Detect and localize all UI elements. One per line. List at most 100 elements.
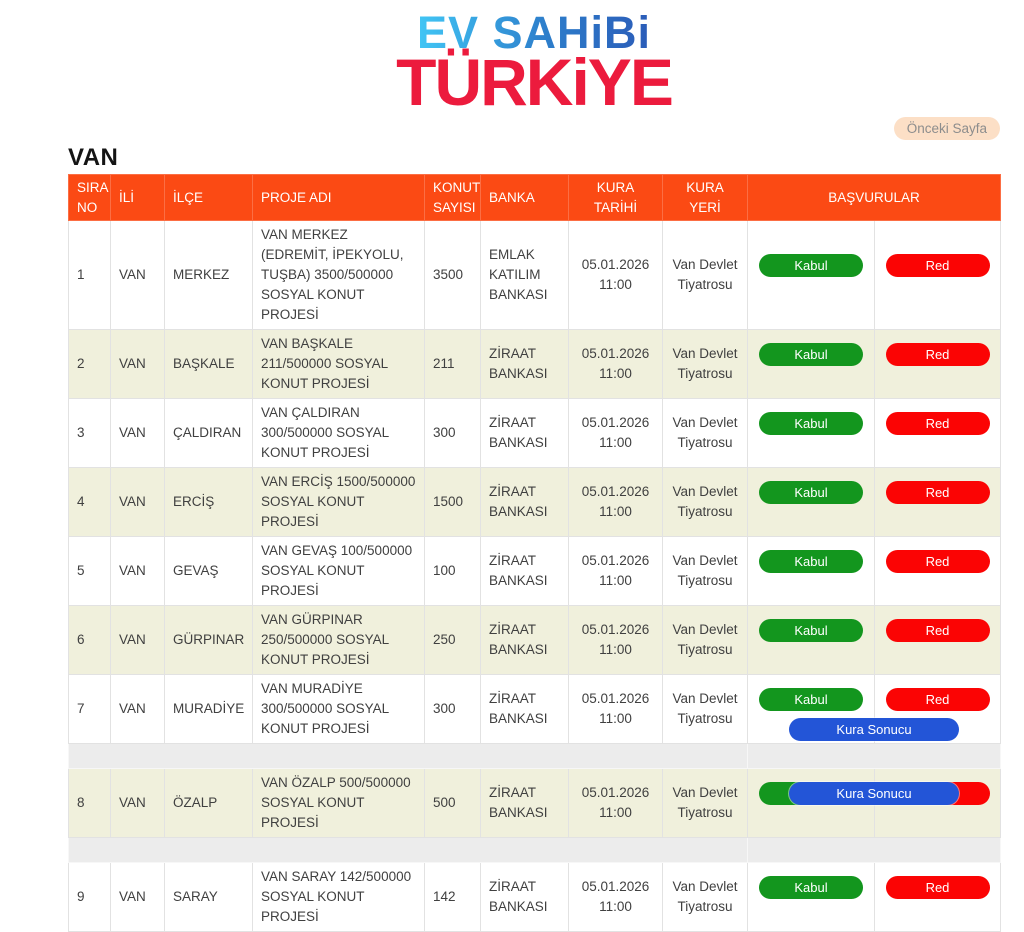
cell-red: Red xyxy=(874,536,1001,607)
cell-il: VAN xyxy=(110,862,165,932)
table-row: 3 VAN ÇALDIRAN VAN ÇALDIRAN 300/500000 SOSY… xyxy=(68,398,1001,469)
cell-banka: ZİRAAT BANKASI xyxy=(480,674,569,745)
table-row: 2 VAN BAŞKALE VAN BAŞKALE 211/500000 SOSYAL… xyxy=(68,329,1001,400)
kabul-button[interactable]: Kabul xyxy=(759,480,863,504)
button-spacer xyxy=(758,899,864,919)
cell-kura-tarihi: 05.01.2026 11:00 xyxy=(568,862,663,932)
cell-kura-tarihi: 05.01.2026 11:00 xyxy=(568,536,663,607)
cell-proje-adi: VAN ÖZALP 500/500000 SOSYAL KONUT PROJES… xyxy=(252,768,425,839)
cell-kura-yeri: Van Devlet Tiyatrosu xyxy=(662,398,748,469)
cell-kura-yeri: Van Devlet Tiyatrosu xyxy=(662,220,748,331)
cell-il: VAN xyxy=(110,605,165,676)
cell-proje-adi: VAN ÇALDIRAN 300/500000 SOSYAL KONUT PRO… xyxy=(252,398,425,469)
spacer-row xyxy=(68,743,1001,770)
cell-kabul: Kabul xyxy=(747,467,875,538)
red-button[interactable]: Red xyxy=(885,549,990,573)
cell-red: Red xyxy=(874,674,1001,745)
button-spacer xyxy=(885,504,990,524)
cell-kura-tarihi: 05.01.2026 11:00 xyxy=(568,768,663,839)
cell-proje-adi: VAN MERKEZ (EDREMİT, İPEKYOLU, TUŞBA) 35… xyxy=(252,220,425,331)
cell-sira-no: 4 xyxy=(68,467,111,538)
cell-il: VAN xyxy=(110,674,165,745)
cell-banka: ZİRAAT BANKASI xyxy=(480,536,569,607)
cell-red: Red xyxy=(874,467,1001,538)
cell-sira-no: 8 xyxy=(68,768,111,839)
cell-kabul: Kabul xyxy=(747,605,875,676)
cell-proje-adi: VAN MURADİYE 300/500000 SOSYAL KONUT PRO… xyxy=(252,674,425,745)
table-row: 5 VAN GEVAŞ VAN GEVAŞ 100/500000 SOSYAL KON… xyxy=(68,536,1001,607)
cell-ilce: MERKEZ xyxy=(164,220,253,331)
kabul-button[interactable]: Kabul xyxy=(759,875,863,899)
cell-il: VAN xyxy=(110,467,165,538)
projects-table: SIRA NO İLİ İLÇE PROJE ADI KONUT SAYISI … xyxy=(68,173,1001,932)
cell-kura-tarihi: 05.01.2026 11:00 xyxy=(568,674,663,745)
spacer-cell xyxy=(747,837,1001,864)
cell-red: Red xyxy=(874,329,1001,400)
kabul-button[interactable]: Kabul xyxy=(759,342,863,366)
header-row: SIRA NO İLİ İLÇE PROJE ADI KONUT SAYISI … xyxy=(68,173,1001,222)
red-button[interactable]: Red xyxy=(885,342,990,366)
cell-ilce: ÇALDIRAN xyxy=(164,398,253,469)
cell-kura-tarihi: 05.01.2026 11:00 xyxy=(568,220,663,331)
cell-kura-yeri: Van Devlet Tiyatrosu xyxy=(662,862,748,932)
button-spacer xyxy=(758,435,864,455)
kura-sonucu-button[interactable]: Kura Sonucu xyxy=(789,718,959,742)
cell-il: VAN xyxy=(110,536,165,607)
red-button[interactable]: Red xyxy=(885,687,990,711)
kabul-button[interactable]: Kabul xyxy=(759,618,863,642)
kabul-button[interactable]: Kabul xyxy=(759,687,863,711)
cell-kura-yeri: Van Devlet Tiyatrosu xyxy=(662,467,748,538)
red-button[interactable]: Red xyxy=(885,480,990,504)
header-kura-yeri: KURA YERİ xyxy=(662,173,748,222)
kura-sonucu-button[interactable]: Kura Sonucu xyxy=(789,782,959,806)
button-spacer xyxy=(885,899,990,919)
cell-kabul: Kabul xyxy=(747,536,875,607)
cell-kabul: Kabul Kura Sonucu xyxy=(747,674,959,745)
button-spacer xyxy=(885,366,990,386)
table-row: 1 VAN MERKEZ VAN MERKEZ (EDREMİT, İPEKYOLU,… xyxy=(68,220,1001,331)
spacer-cell xyxy=(68,743,748,770)
previous-page-button[interactable]: Önceki Sayfa xyxy=(893,117,1000,140)
cell-banka: ZİRAAT BANKASI xyxy=(480,398,569,469)
button-spacer xyxy=(758,642,864,662)
cell-konut-sayisi: 500 xyxy=(424,768,481,839)
logo-turkiye-text: TÜRKiYE xyxy=(396,45,674,119)
cell-banka: ZİRAAT BANKASI xyxy=(480,467,569,538)
kabul-button[interactable]: Kabul xyxy=(759,549,863,573)
button-spacer xyxy=(758,504,864,524)
cell-kura-tarihi: 05.01.2026 11:00 xyxy=(568,329,663,400)
header-sira-no: SIRA NO xyxy=(68,173,111,222)
cell-banka: ZİRAAT BANKASI xyxy=(480,605,569,676)
red-button[interactable]: Red xyxy=(885,411,990,435)
logo-ev-sahibi-text: EV SAHiBi xyxy=(416,7,652,58)
red-button[interactable]: Red xyxy=(885,875,990,899)
cell-red: Red xyxy=(874,398,1001,469)
cell-banka: ZİRAAT BANKASI xyxy=(480,329,569,400)
cell-kura-tarihi: 05.01.2026 11:00 xyxy=(568,398,663,469)
kabul-button[interactable]: Kabul xyxy=(759,253,863,277)
cell-proje-adi: VAN GEVAŞ 100/500000 SOSYAL KONUT PROJES… xyxy=(252,536,425,607)
cell-kura-yeri: Van Devlet Tiyatrosu xyxy=(662,674,748,745)
red-button[interactable]: Red xyxy=(885,253,990,277)
kabul-button[interactable]: Kabul xyxy=(759,411,863,435)
toolbar: Önceki Sayfa xyxy=(68,117,1000,140)
cell-konut-sayisi: 142 xyxy=(424,862,481,932)
button-spacer xyxy=(758,573,864,593)
header-kura-tarihi: KURA TARİHİ xyxy=(568,173,663,222)
cell-ilce: ÖZALP xyxy=(164,768,253,839)
red-button[interactable]: Red xyxy=(885,618,990,642)
cell-konut-sayisi: 3500 xyxy=(424,220,481,331)
cell-proje-adi: VAN SARAY 142/500000 SOSYAL KONUT PROJES… xyxy=(252,862,425,932)
cell-kura-yeri: Van Devlet Tiyatrosu xyxy=(662,536,748,607)
cell-proje-adi: VAN ERCİŞ 1500/500000 SOSYAL KONUT PROJE… xyxy=(252,467,425,538)
button-spacer xyxy=(885,573,990,593)
header-ilce: İLÇE xyxy=(164,173,253,222)
cell-ilce: BAŞKALE xyxy=(164,329,253,400)
cell-kabul: Kabul xyxy=(747,862,875,932)
cell-kura-yeri: Van Devlet Tiyatrosu xyxy=(662,605,748,676)
cell-konut-sayisi: 211 xyxy=(424,329,481,400)
spacer-row xyxy=(68,837,1001,864)
page-content: EV SAHiBi TÜRKiYE Önceki Sayfa VAN SIRA … xyxy=(68,0,1001,932)
cell-konut-sayisi: 300 xyxy=(424,398,481,469)
site-logo: EV SAHiBi TÜRKiYE xyxy=(68,0,1000,115)
